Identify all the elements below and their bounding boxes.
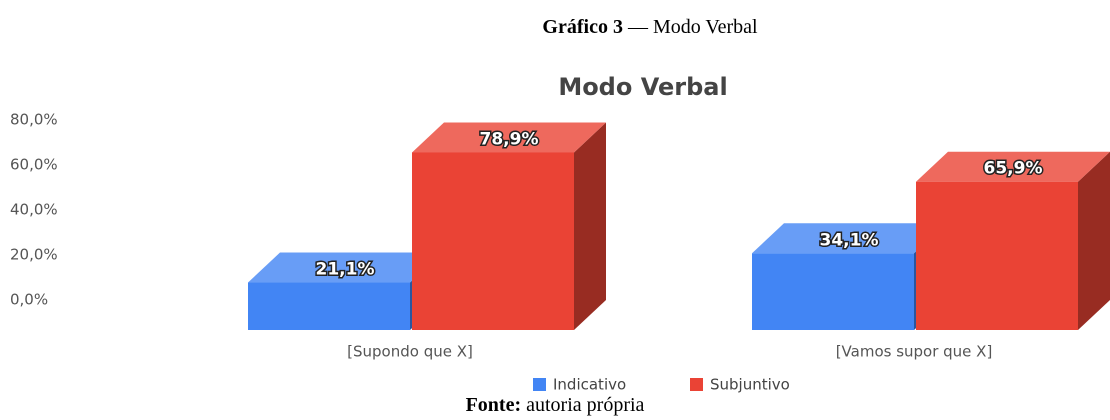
source-label: Fonte: [465, 394, 522, 416]
bar [916, 181, 1078, 330]
source-text: autoria própria [526, 394, 645, 416]
value-label: 65,9% [984, 159, 1043, 179]
y-tick-label: 80,0% [10, 111, 58, 129]
y-tick-label: 40,0% [10, 201, 58, 219]
legend-swatch [533, 378, 546, 391]
caption-label: Gráfico 3 [542, 16, 623, 38]
bar-side [574, 122, 606, 330]
legend-label: Subjuntivo [710, 376, 790, 394]
y-tick-label: 20,0% [10, 246, 58, 264]
source: Fonte: autoria própria [0, 394, 1110, 417]
value-label: 21,1% [316, 260, 375, 280]
legend-label: Indicativo [553, 376, 626, 394]
bar [752, 253, 914, 330]
x-tick-label: [Vamos supor que X] [836, 343, 993, 361]
bar-side [1078, 151, 1110, 330]
legend-swatch [690, 378, 703, 391]
bar [248, 282, 410, 330]
y-tick-label: 0,0% [10, 291, 48, 309]
bar-top [916, 151, 1110, 182]
bar [412, 152, 574, 330]
x-tick-label: [Supondo que X] [347, 343, 473, 361]
y-tick-label: 60,0% [10, 156, 58, 174]
value-label: 34,1% [820, 230, 879, 250]
chart-title: Modo Verbal [558, 73, 727, 101]
caption-text: — Modo Verbal [627, 16, 758, 38]
bar-top [248, 252, 442, 283]
bar-top [412, 122, 606, 153]
bar-top [752, 223, 946, 254]
value-label: 78,9% [480, 129, 539, 149]
caption: Gráfico 3 — Modo Verbal [95, 16, 1110, 39]
